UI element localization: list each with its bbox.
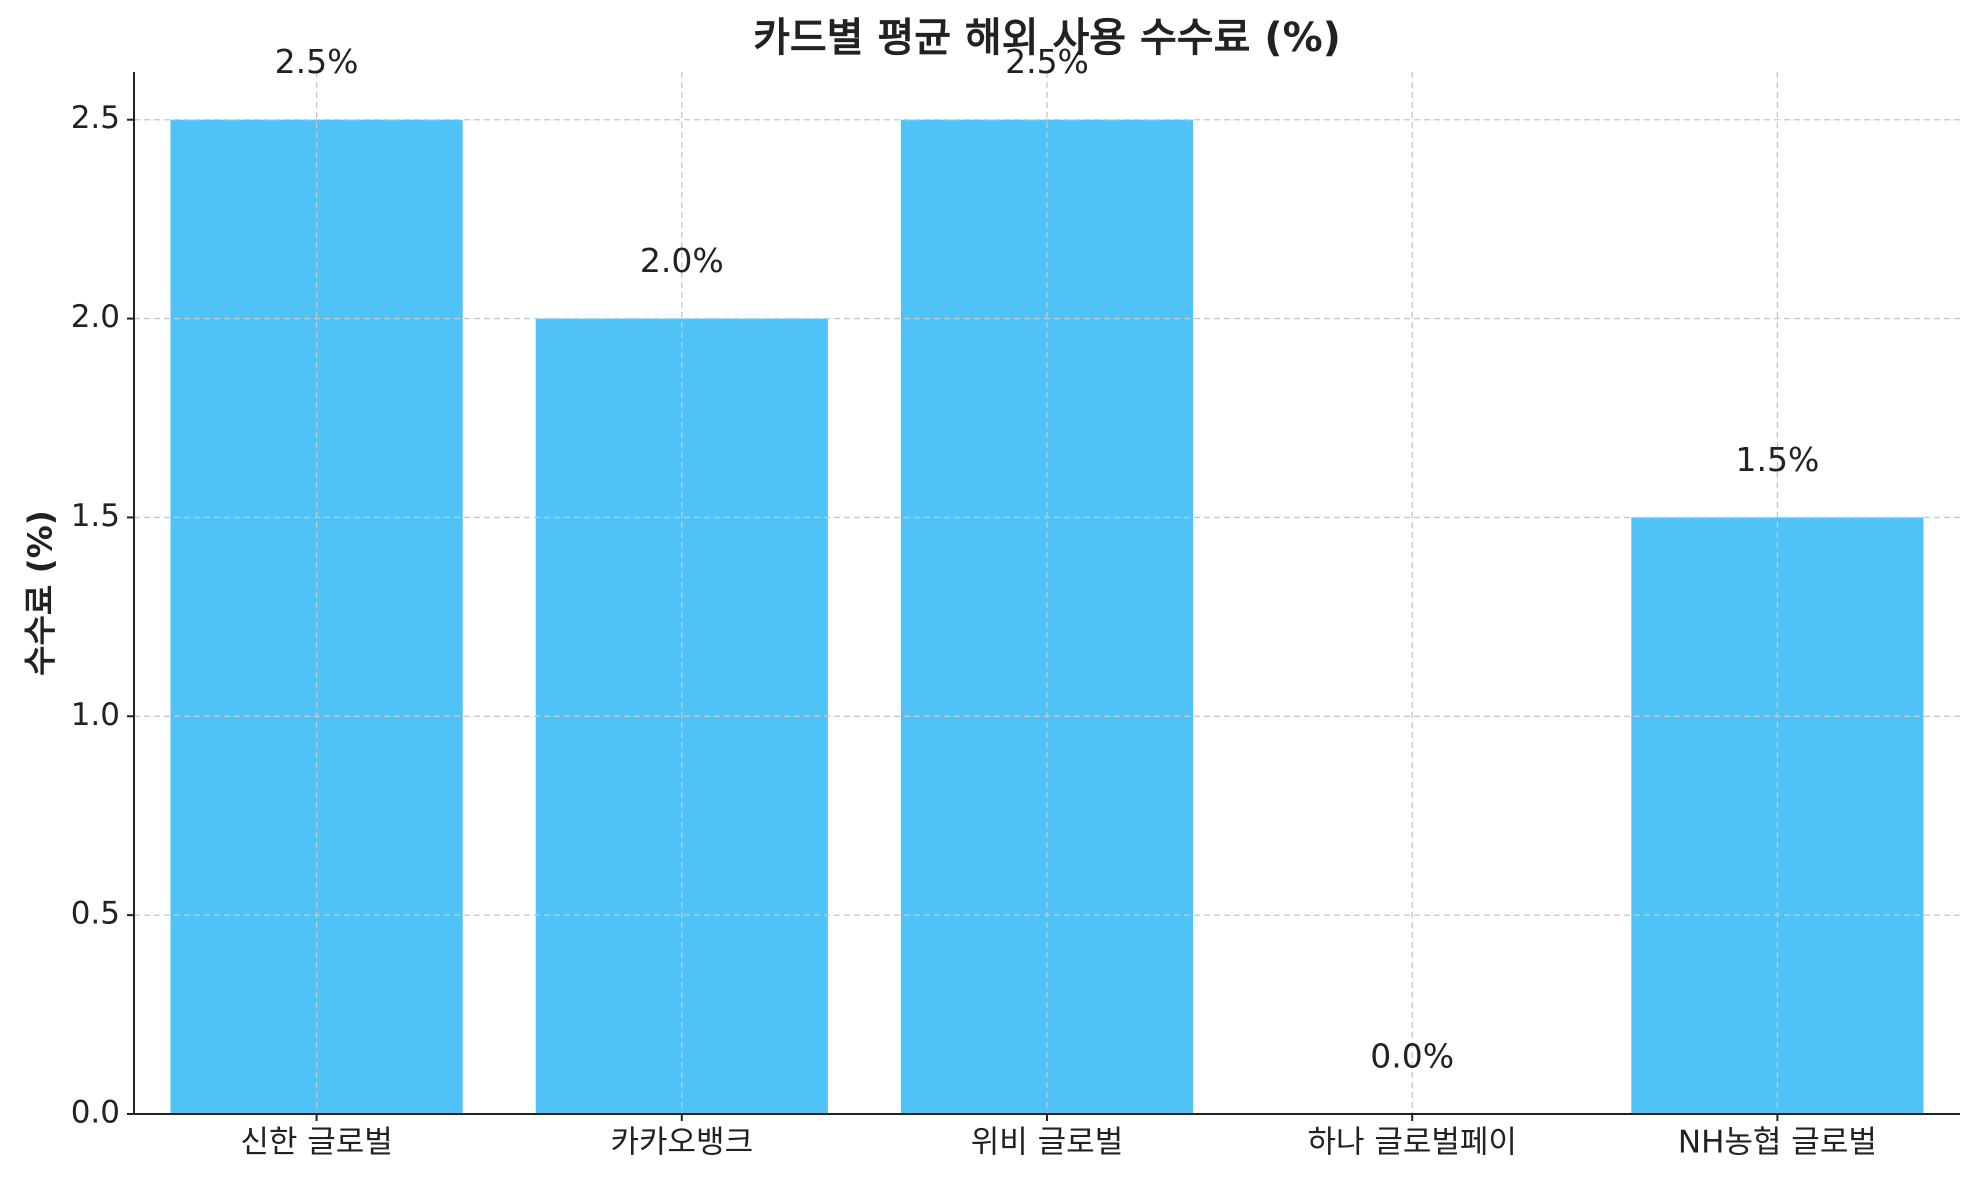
chart-title: 카드별 평균 해외 사용 수수료 (%) bbox=[753, 15, 1341, 61]
value-label: 1.5% bbox=[1735, 440, 1819, 479]
y-tick-label: 2.0 bbox=[71, 299, 120, 335]
y-tick-label: 0.0 bbox=[71, 1095, 120, 1131]
value-label: 0.0% bbox=[1370, 1037, 1454, 1076]
y-tick-label: 1.5 bbox=[71, 498, 120, 534]
value-label: 2.5% bbox=[1005, 42, 1089, 81]
y-tick-label: 1.0 bbox=[71, 697, 120, 733]
x-tick-label: 신한 글로벌 bbox=[240, 1125, 392, 1161]
x-tick-label: 하나 글로벌페이 bbox=[1307, 1125, 1517, 1161]
x-tick-label: 위비 글로벌 bbox=[971, 1125, 1123, 1161]
value-label: 2.0% bbox=[640, 241, 724, 280]
y-axis-label: 수수료 (%) bbox=[21, 510, 60, 676]
value-label: 2.5% bbox=[275, 42, 359, 81]
y-tick-label: 2.5 bbox=[71, 100, 120, 136]
y-tick-label: 0.5 bbox=[71, 896, 120, 932]
x-tick-label: NH농협 글로벌 bbox=[1678, 1125, 1877, 1161]
x-tick-label: 카카오뱅크 bbox=[610, 1125, 753, 1161]
